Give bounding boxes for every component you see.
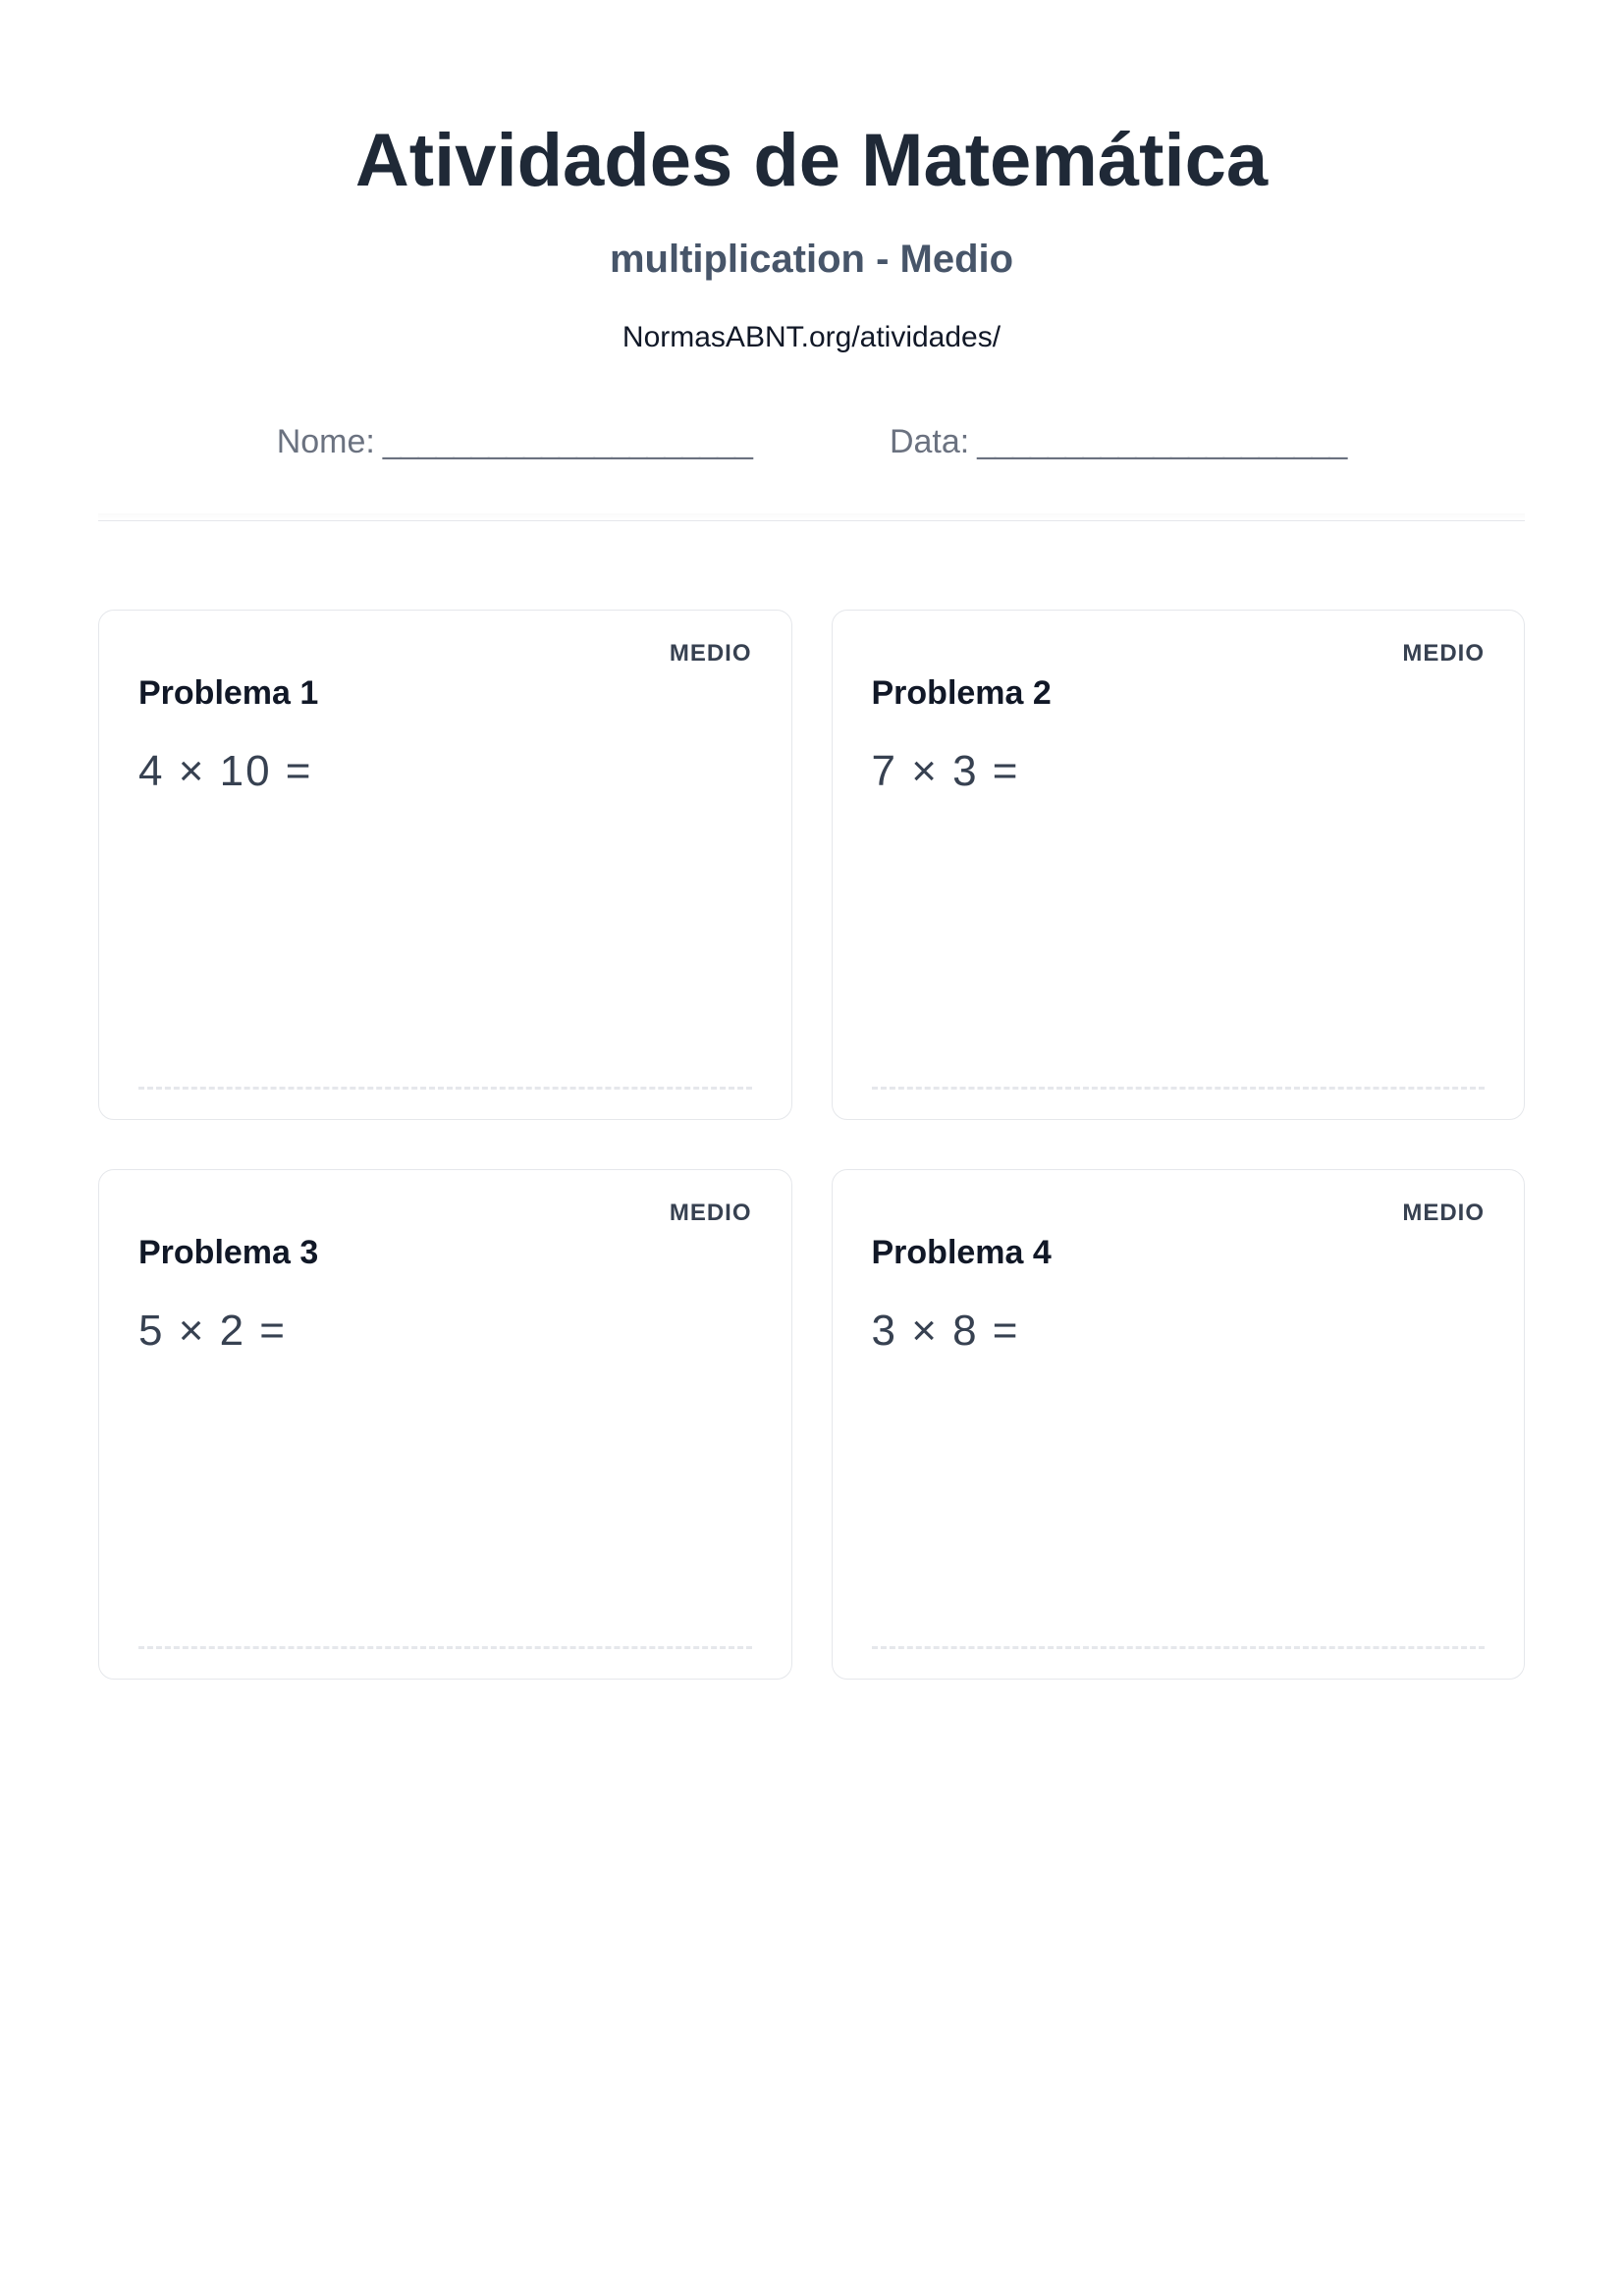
date-blank: _____________________ bbox=[977, 423, 1346, 461]
difficulty-badge: MEDIO bbox=[1402, 640, 1485, 667]
student-info-row: Nome: _____________________ Data: ______… bbox=[98, 423, 1525, 461]
problem-expression: 3 × 8 = bbox=[872, 1307, 1486, 1356]
difficulty-badge: MEDIO bbox=[670, 640, 752, 667]
problem-title: Problema 4 bbox=[872, 1234, 1486, 1272]
answer-line bbox=[138, 1087, 752, 1090]
problem-expression: 7 × 3 = bbox=[872, 747, 1486, 796]
name-blank: _____________________ bbox=[383, 423, 752, 461]
answer-line bbox=[872, 1087, 1486, 1090]
problem-expression: 5 × 2 = bbox=[138, 1307, 752, 1356]
name-label: Nome: bbox=[277, 423, 375, 461]
source-text: NormasABNT.org/atividades/ bbox=[98, 321, 1525, 354]
difficulty-badge: MEDIO bbox=[670, 1200, 752, 1227]
date-label: Data: bbox=[890, 423, 969, 461]
problem-title: Problema 1 bbox=[138, 674, 752, 713]
page-title: Atividades de Matemática bbox=[98, 118, 1525, 203]
problem-card: MEDIO Problema 2 7 × 3 = bbox=[832, 610, 1526, 1120]
worksheet-header: Atividades de Matemática multiplication … bbox=[98, 118, 1525, 521]
problem-title: Problema 3 bbox=[138, 1234, 752, 1272]
difficulty-badge: MEDIO bbox=[1402, 1200, 1485, 1227]
answer-line bbox=[872, 1646, 1486, 1649]
answer-line bbox=[138, 1646, 752, 1649]
name-field: Nome: _____________________ bbox=[277, 423, 752, 461]
page-subtitle: multiplication - Medio bbox=[98, 238, 1525, 282]
problem-card: MEDIO Problema 3 5 × 2 = bbox=[98, 1169, 792, 1680]
problems-grid: MEDIO Problema 1 4 × 10 = MEDIO Problema… bbox=[98, 610, 1525, 1680]
problem-title: Problema 2 bbox=[872, 674, 1486, 713]
date-field: Data: _____________________ bbox=[890, 423, 1346, 461]
problem-card: MEDIO Problema 1 4 × 10 = bbox=[98, 610, 792, 1120]
problem-expression: 4 × 10 = bbox=[138, 747, 752, 796]
problem-card: MEDIO Problema 4 3 × 8 = bbox=[832, 1169, 1526, 1680]
